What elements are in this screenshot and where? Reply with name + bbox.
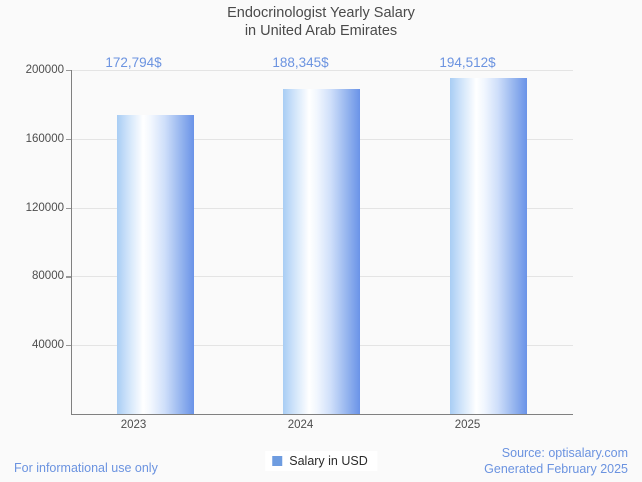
x-axis-label-2023: 2023 [120,419,147,431]
tick-mark-200000 [66,70,72,72]
gridline-200000 [72,70,573,71]
chart-title-line-2: in United Arab Emirates [244,23,398,39]
y-axis-label-80000: 80000 [32,270,64,283]
legend-label-salary-in-usd: Salary in USD [289,454,368,468]
tick-mark-80000 [66,276,72,278]
bar-2025[interactable] [450,78,527,414]
disclaimer-text: For informational use only [14,461,158,475]
chart-title: Endocrinologist Yearly Salary in United … [0,4,642,40]
x-axis-label-2024: 2024 [287,419,314,431]
y-axis-label-160000: 160000 [25,132,64,145]
source-text: Source: optisalary.com [501,446,628,460]
chart-title-line-1: Endocrinologist Yearly Salary [227,5,415,21]
x-axis-label-2025: 2025 [454,419,481,431]
tick-mark-120000 [66,207,72,209]
tick-mark-160000 [66,138,72,140]
tick-mark-40000 [66,345,72,347]
y-axis-label-200000: 200000 [25,64,64,76]
chart-legend[interactable]: Salary in USD [265,451,377,471]
bar-value-label-2024: 188,345$ [272,55,329,70]
y-axis-label-40000: 40000 [32,339,64,352]
square-swatch-icon [272,456,283,466]
bar-2024[interactable] [283,89,360,414]
bar-value-label-2025: 194,512$ [439,55,496,70]
bar-2023[interactable] [117,115,194,414]
plot-area [72,70,573,414]
y-axis-spine [71,70,73,415]
generated-date-text: Generated February 2025 [484,462,628,476]
x-axis-spine [71,413,573,415]
bar-value-label-2023: 172,794$ [105,55,162,70]
source-attribution: Source: optisalary.com Generated Februar… [484,445,628,477]
y-axis-label-120000: 120000 [25,201,64,214]
